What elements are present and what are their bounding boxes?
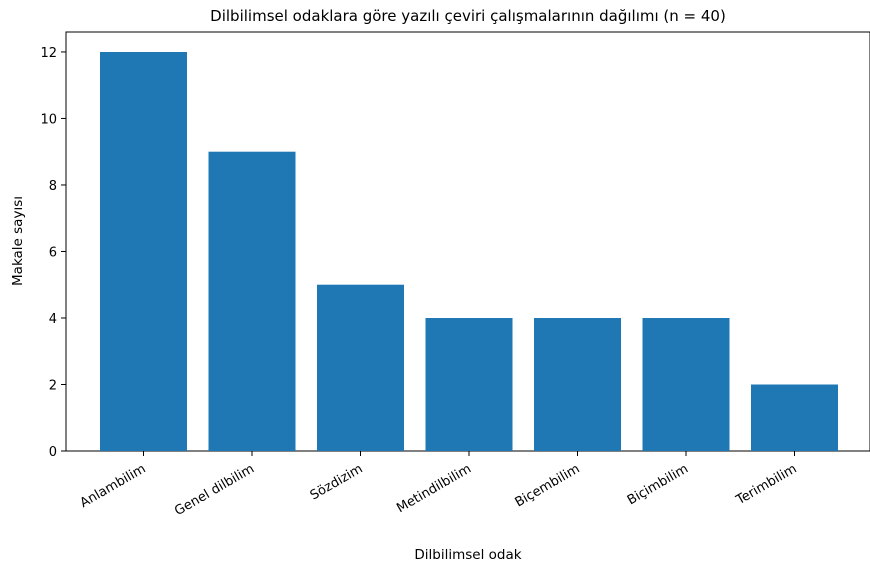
x-tick-label: Genel dilbilim [172,461,257,519]
bar-biçimbilim [642,318,730,451]
x-tick-label: Sözdizim [308,461,366,503]
x-tick-label: Metindilbilim [394,461,474,516]
chart-title: Dilbilimsel odaklara göre yazılı çeviri … [210,7,726,25]
bar-genel-dilbilim [208,151,296,451]
bar-metindilbilim [425,318,513,451]
bar-biçembilim [534,318,621,451]
y-axis: 0 2 4 6 8 10 12 [40,46,66,460]
x-tick-label: Biçimbilim [625,461,691,508]
x-axis: Anlambilim Genel dilbilim Sözdizim Metindil… [78,451,800,519]
bar-terimbilim [751,384,838,451]
bar-anlambilim [100,52,187,451]
y-tick-label: 2 [49,378,57,393]
bars [100,52,838,451]
x-axis-label: Dilbilimsel odak [414,547,521,563]
x-tick-label: Anlambilim [78,461,149,511]
y-axis-label: Makale sayısı [10,196,26,286]
x-tick-label: Terimbilim [733,461,799,508]
plot-area [65,31,870,452]
y-tick-label: 4 [49,312,57,327]
y-tick-label: 10 [40,112,57,127]
x-tick-label: Biçembilim [513,461,583,510]
bar-sözdizim [317,284,404,451]
y-tick-label: 6 [49,245,57,260]
y-tick-label: 8 [49,179,57,194]
y-tick-label: 0 [49,445,57,460]
y-tick-label: 12 [40,46,57,61]
